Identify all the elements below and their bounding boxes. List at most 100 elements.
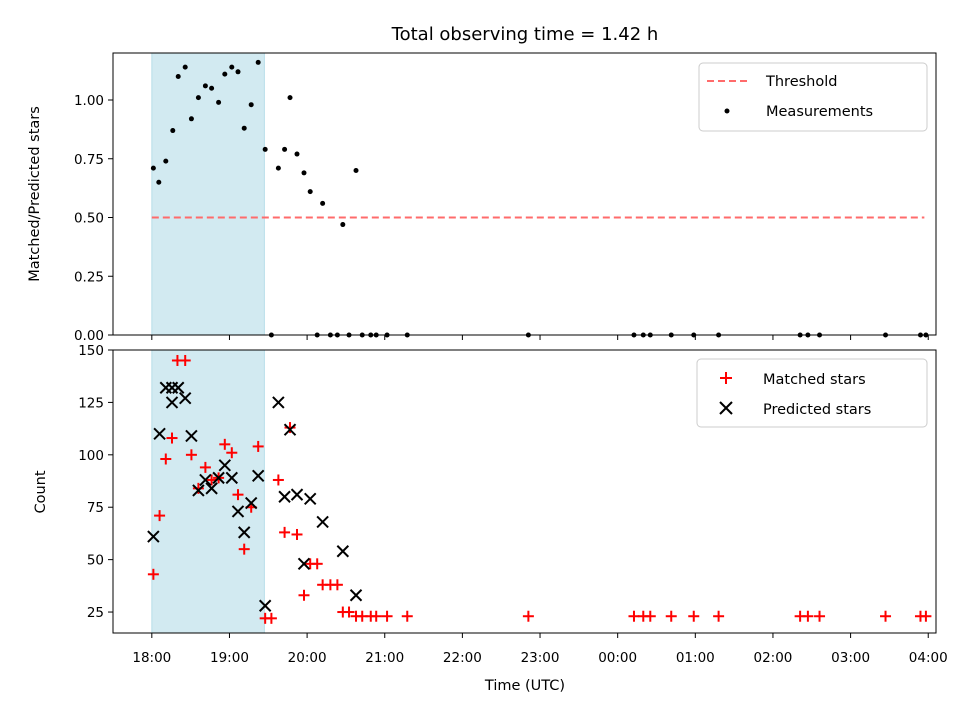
matched-star-marker: [166, 432, 178, 444]
bottom-y-tick-label: 25: [87, 605, 104, 621]
predicted-star-marker: [238, 526, 251, 539]
bottom-panel: Count Time (UTC) 25 50 75 100 125 150 18:00 19…: [33, 343, 948, 694]
x-tick-label: 02:00: [753, 650, 792, 666]
measurement-point: [294, 151, 300, 157]
measurement-point: [241, 125, 247, 131]
measurement-point: [353, 168, 359, 173]
measurement-point: [282, 146, 288, 152]
legend-measurements-swatch: [724, 108, 730, 114]
x-tick-label: 04:00: [909, 650, 948, 666]
measurement-point: [320, 200, 326, 206]
predicted-star-marker: [165, 396, 179, 409]
measurement-point: [235, 69, 241, 75]
measurement-point: [163, 158, 169, 164]
measurement-point: [175, 74, 181, 79]
predicted-star-marker: [278, 490, 291, 503]
legend-matched-swatch: [720, 372, 732, 384]
measurement-point: [182, 64, 188, 70]
legend-predicted-label: Predicted stars: [763, 402, 871, 418]
predicted-star-marker: [231, 505, 245, 518]
matched-star-marker: [154, 510, 166, 522]
matched-star-marker: [219, 438, 231, 450]
measurement-point: [209, 85, 215, 91]
predicted-star-marker: [218, 459, 232, 472]
bottom-axes-frame: [112, 349, 937, 634]
top-shaded-span: [151, 52, 265, 336]
predicted-star-marker: [185, 429, 198, 443]
matched-star-marker: [713, 610, 725, 622]
matched-star-marker: [232, 489, 244, 501]
bottom-y-tick-label: 125: [78, 395, 104, 411]
top-panel: Total observing time = 1.42 h Matched/Pr…: [27, 24, 937, 344]
predicted-star-marker: [192, 484, 205, 497]
matched-star-marker: [185, 449, 197, 461]
matched-star-marker: [311, 558, 323, 570]
bottom-y-tick-label: 150: [78, 343, 104, 359]
measurement-point: [262, 146, 268, 152]
matched-star-marker: [199, 461, 211, 473]
top-y-tick-label: 0.75: [74, 152, 104, 168]
matched-star-marker: [179, 354, 191, 366]
predicted-star-marker: [199, 473, 212, 487]
top-y-tick-label: 0.50: [74, 211, 104, 227]
matched-star-marker: [401, 610, 413, 622]
top-y-axis-label: Matched/Predicted stars: [27, 106, 43, 282]
matched-star-marker: [284, 422, 296, 434]
measurement-point: [301, 170, 307, 176]
predicted-star-marker: [225, 471, 238, 485]
matched-star-marker: [688, 610, 700, 622]
measurement-point: [216, 99, 222, 105]
predicted-star-marker: [304, 492, 317, 506]
measurement-point: [340, 222, 346, 228]
measurement-point: [307, 189, 313, 195]
legend-matched-label: Matched stars: [763, 372, 866, 388]
x-tick-label: 03:00: [831, 650, 870, 666]
matched-star-marker: [343, 606, 355, 618]
measurement-point: [229, 64, 235, 70]
top-legend: Threshold Measurements: [698, 62, 928, 132]
matched-star-marker: [370, 610, 382, 622]
top-y-tick-label: 0.00: [74, 328, 104, 344]
matched-star-marker: [665, 610, 677, 622]
legend-predicted-swatch: [719, 401, 733, 415]
matched-star-marker: [291, 528, 303, 540]
measurement-point: [287, 95, 293, 101]
matched-star-marker: [880, 610, 892, 622]
matched-star-marker: [147, 568, 159, 580]
predicted-star-marker: [205, 482, 218, 495]
matched-star-marker: [226, 447, 238, 459]
predicted-star-marker: [178, 392, 192, 405]
matched-star-marker: [298, 589, 310, 601]
matched-star-marker: [628, 610, 640, 622]
measurement-point: [156, 179, 162, 185]
predicted-star-marker: [283, 423, 297, 436]
x-tick-label: 23:00: [521, 650, 560, 666]
matched-star-marker: [238, 543, 250, 555]
matched-star-marker: [272, 474, 284, 486]
matched-star-marker: [381, 610, 393, 622]
matched-star-marker: [814, 610, 826, 622]
x-tick-label: 00:00: [598, 650, 637, 666]
predicted-star-marker: [258, 599, 272, 612]
measurement-point: [202, 83, 208, 89]
x-tick-label: 19:00: [210, 650, 249, 666]
predicted-star-marker: [172, 381, 185, 394]
predicted-star-marker: [251, 469, 265, 482]
matched-star-marker: [279, 526, 291, 538]
predicted-star-marker: [244, 496, 258, 510]
bottom-y-axis-label: Count: [33, 470, 49, 513]
legend-measurements-label: Measurements: [766, 104, 873, 120]
matched-star-marker: [644, 610, 656, 622]
matched-star-marker: [920, 610, 932, 622]
predicted-star-marker: [297, 557, 311, 571]
top-axes-frame: [112, 52, 937, 336]
measurement-point: [248, 102, 254, 108]
matched-star-marker: [522, 610, 534, 622]
measurement-point: [195, 95, 201, 101]
x-tick-label: 18:00: [132, 650, 171, 666]
x-tick-label: 21:00: [365, 650, 404, 666]
predicted-star-marker: [212, 471, 225, 485]
matched-star-marker: [192, 482, 204, 494]
predicted-star-marker: [290, 488, 304, 501]
